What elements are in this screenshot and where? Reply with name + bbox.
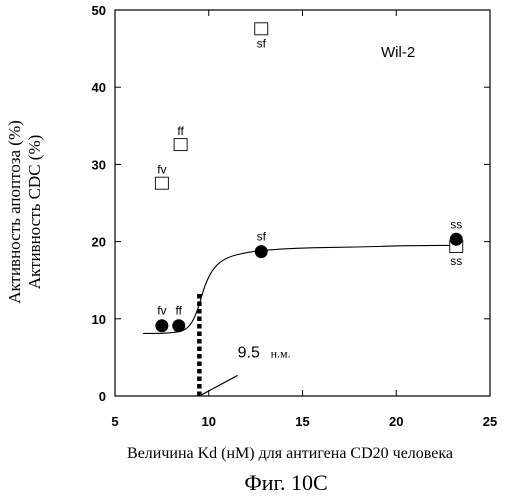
y-axis-title-line-1: Активность апоптоза (%) [5,120,24,304]
filled-circle-point [450,233,463,246]
square-point-label: ss [450,254,462,268]
circle-point-label: sf [257,230,267,244]
figure-caption: Фиг. 10С [244,470,327,495]
y-axis-title-line-2: Активность CDC (%) [25,135,44,290]
y-tick-label: 20 [92,235,106,250]
filled-circle-point [172,319,185,332]
annotation-value: 9.5 [238,344,260,361]
circle-point-label: fv [157,304,166,318]
y-tick-label: 30 [92,157,106,172]
x-tick-label: 5 [111,414,118,429]
x-axis-title: Величина Kd (нМ) для антигена CD20 челов… [127,445,453,462]
filled-circle-point [255,245,268,258]
square-point-label: sf [257,36,267,50]
circle-point-label: ss [450,217,462,231]
x-tick-label: 15 [295,414,309,429]
x-tick-label: 20 [389,414,403,429]
y-tick-label: 40 [92,80,106,95]
circle-point-label: ff [176,304,183,318]
y-axis-title: Активность апоптоза (%) Активность CDC (… [5,120,44,304]
y-tick-label: 50 [92,3,106,18]
open-square-point [155,177,168,189]
annotation-unit: н.м. [271,346,291,360]
x-tick-label: 25 [483,414,497,429]
open-square-point [174,139,187,151]
cell-line-label: Wil-2 [381,44,415,61]
plot-frame [115,10,490,396]
y-tick-label: 10 [92,312,106,327]
y-tick-label: 0 [99,389,106,404]
fit-curve [143,245,462,333]
open-square-point [255,23,268,35]
annotation-leader [199,375,237,396]
plot-area: 510152025010203040509.5н.м.fvffsfssfvffs… [92,3,498,429]
filled-circle-point [155,319,168,332]
square-point-label: fv [157,163,166,177]
square-point-label: ff [177,124,184,138]
x-tick-label: 10 [202,414,216,429]
